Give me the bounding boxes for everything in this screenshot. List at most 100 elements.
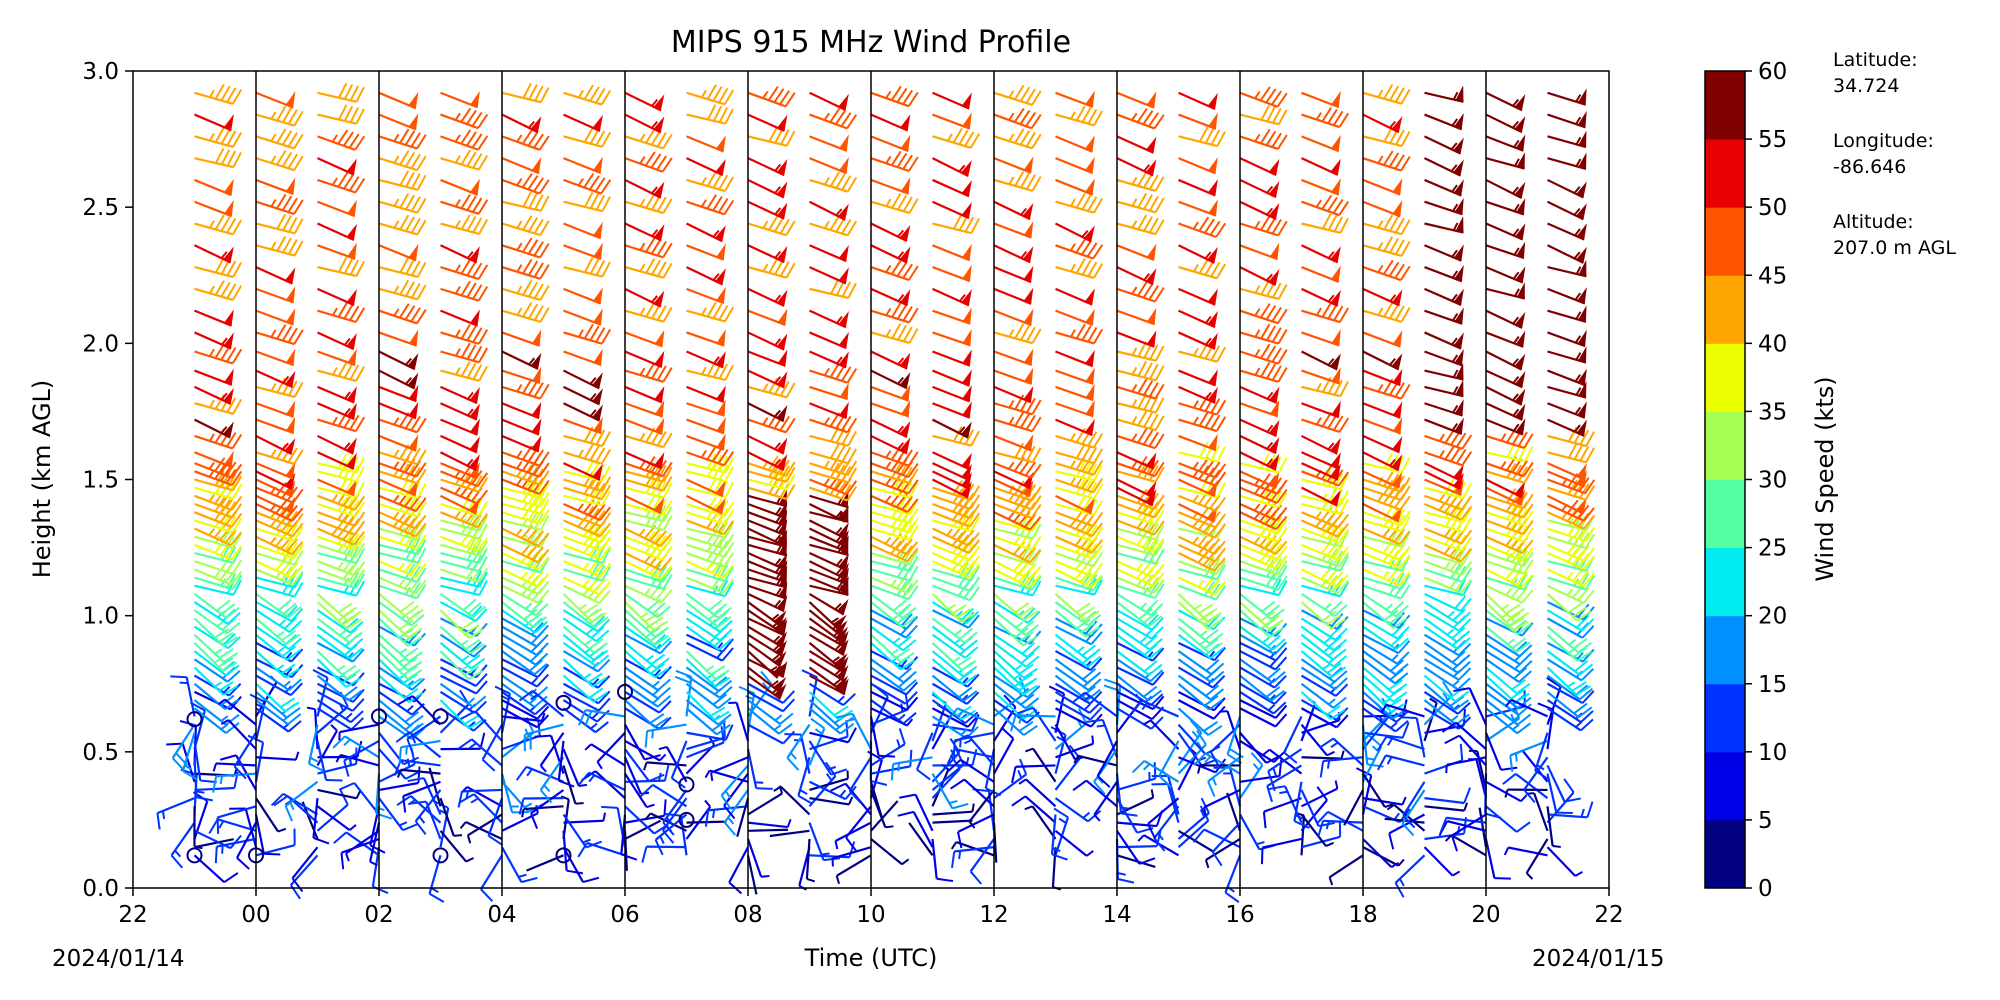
barb-full — [281, 130, 293, 146]
barb-full — [226, 150, 237, 167]
barb-full — [291, 541, 304, 555]
barb-staff — [440, 568, 479, 584]
barb-flag — [285, 308, 296, 325]
barb-full — [399, 303, 410, 319]
barb-staff — [194, 451, 233, 469]
wind-barb — [317, 385, 357, 404]
barb-half — [406, 680, 415, 688]
barb-full — [472, 475, 483, 491]
barb-full — [411, 173, 421, 189]
wind-barb — [338, 782, 380, 816]
barb-full — [218, 681, 234, 692]
barb-full — [348, 176, 360, 192]
wind-barb — [378, 329, 419, 347]
barb-full — [349, 638, 364, 651]
barb-staff — [378, 178, 419, 191]
wind-barb — [212, 772, 257, 793]
barb-half — [337, 561, 344, 570]
barb-full — [222, 685, 238, 696]
barb-full — [464, 714, 480, 725]
barb-staff — [378, 763, 416, 783]
barb-full — [354, 495, 366, 511]
barb-full — [407, 627, 423, 639]
barb-staff — [255, 244, 295, 257]
barb-full — [475, 680, 488, 695]
barb-staff — [193, 740, 202, 781]
barb-full — [408, 629, 421, 644]
barb-staff — [317, 91, 357, 103]
barb-half — [343, 738, 351, 746]
barb-staff — [193, 642, 224, 672]
barb-full — [218, 657, 234, 668]
barb-full — [220, 544, 231, 561]
barb-half — [393, 133, 400, 142]
barb-full — [354, 511, 366, 527]
barb-staff — [378, 593, 411, 621]
barb-staff — [194, 222, 234, 236]
barb-full — [402, 822, 419, 832]
barb-half — [282, 585, 288, 594]
barb-half — [355, 790, 362, 799]
barb-half — [209, 399, 215, 408]
barb-full — [355, 466, 365, 482]
barb-staff — [194, 462, 233, 479]
barb-half — [184, 764, 193, 771]
wind-barb — [316, 674, 363, 702]
barb-full — [416, 284, 427, 300]
barb-staff — [317, 222, 355, 242]
barb-full — [291, 507, 304, 522]
barb-half — [283, 680, 291, 688]
barb-half — [454, 486, 461, 495]
barb-full — [462, 598, 477, 611]
barb-staff — [378, 543, 419, 556]
barb-half — [465, 857, 474, 863]
wind-barb — [378, 463, 427, 485]
barb-full — [231, 559, 243, 575]
barb-half — [399, 647, 408, 655]
barb-full — [414, 522, 427, 538]
barb-staff — [193, 658, 229, 683]
barb-full — [276, 193, 287, 209]
barb-full — [287, 197, 298, 213]
barb-staff — [408, 731, 442, 759]
barb-staff — [378, 609, 410, 639]
barb-staff — [254, 701, 266, 742]
barb-staff — [193, 593, 228, 619]
barb-staff — [255, 478, 293, 498]
barb-staff — [440, 551, 480, 564]
barb-full — [166, 742, 183, 746]
wind-barb — [378, 496, 427, 518]
barb-full — [226, 347, 237, 363]
barb-full — [345, 677, 361, 688]
barb-half — [220, 251, 228, 259]
barb-staff — [439, 690, 476, 714]
barb-full — [398, 627, 414, 639]
barb-half — [270, 133, 277, 142]
barb-flag — [224, 178, 234, 196]
barb-full — [404, 711, 420, 723]
barb-full — [236, 857, 250, 870]
wind-barb — [317, 331, 357, 351]
wind-barb — [378, 369, 419, 390]
barb-flag — [408, 91, 419, 109]
wind-barb — [440, 494, 480, 515]
barb-staff — [440, 462, 478, 480]
barb-half — [331, 177, 338, 186]
barb-staff — [440, 527, 480, 540]
barb-full — [474, 608, 488, 622]
barb-full — [416, 219, 427, 235]
barb-full — [341, 673, 357, 684]
wind-barb — [194, 566, 243, 586]
barb-half — [396, 769, 402, 778]
barb-half — [270, 383, 277, 392]
wind-barb — [194, 418, 234, 439]
barb-staff — [171, 724, 196, 759]
barb-half — [209, 220, 215, 229]
barb-half — [405, 377, 412, 385]
barb-full — [276, 235, 287, 252]
barb-full — [287, 239, 298, 255]
barb-full — [398, 747, 402, 764]
barb-staff — [378, 494, 417, 513]
barb-staff — [290, 854, 319, 886]
wind-barb — [217, 698, 257, 726]
